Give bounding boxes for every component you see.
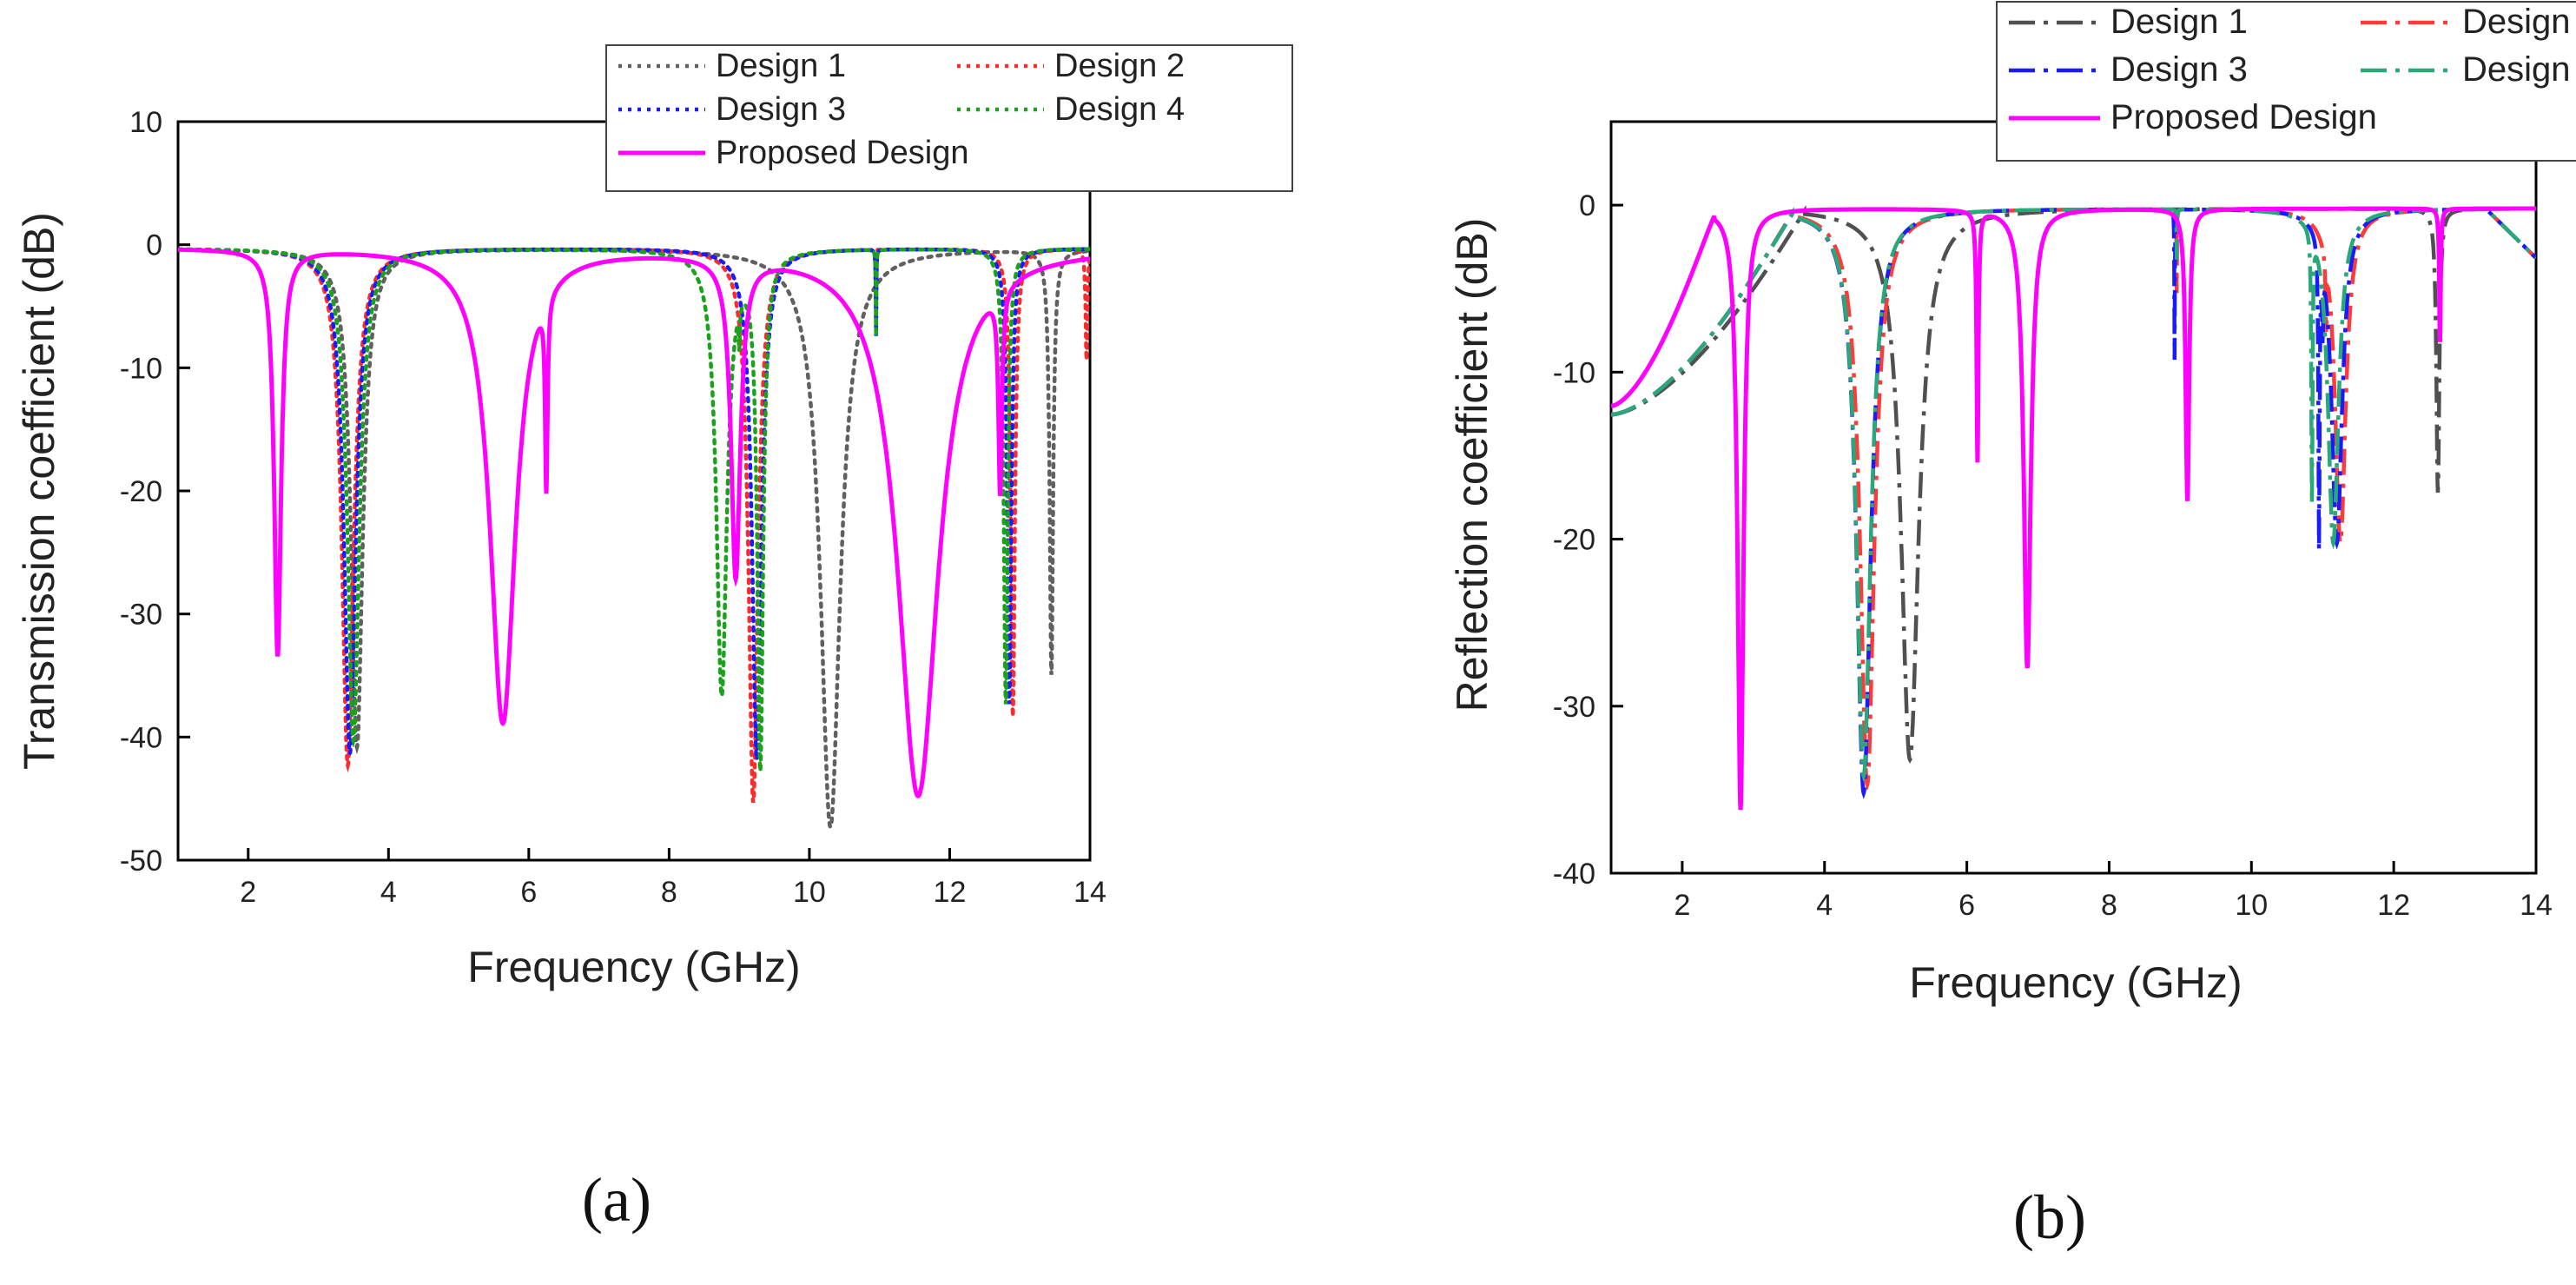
y-tick-label: -50: [120, 845, 162, 878]
panel-label-b: (b): [2013, 1182, 2086, 1252]
x-axis-label-a: Frequency (GHz): [467, 943, 800, 991]
x-tick-label: 2: [1674, 889, 1690, 922]
x-axis-label-b: Frequency (GHz): [1909, 958, 2242, 1007]
y-axis-label-a: Transmission coefficient (dB): [15, 212, 63, 770]
x-tick-label: 4: [1816, 889, 1833, 922]
y-axis-label-b: Reflection coefficient (dB): [1448, 218, 1496, 712]
y-tick-label: -20: [120, 475, 162, 508]
legend-b: Design 1 Design 2 Design 3 Design 4 Proposed…: [1996, 1, 2576, 162]
plot-area-b: [1609, 120, 2538, 875]
x-tick-label: 6: [520, 876, 537, 909]
series-line-design-4: [1611, 207, 2536, 783]
series-line-design-3: [178, 247, 1090, 761]
x-tick-label: 4: [380, 876, 397, 909]
legend-label: Design 3: [716, 91, 846, 128]
legend-frame: [605, 44, 1293, 192]
series-a: [178, 247, 1090, 831]
x-tick-label: 12: [2377, 889, 2410, 922]
x-tick-label: 8: [2101, 889, 2117, 922]
legend-label: Design 3: [2110, 50, 2248, 89]
y-tick-label: -10: [1553, 356, 1595, 389]
x-tick-label: 8: [661, 876, 677, 909]
y-tick-label: 10: [129, 106, 162, 139]
ticks-b: 2 4 6 8 10 12 14 -40 -30 -20 -10 0: [1553, 189, 2553, 922]
legend-frame: [1996, 1, 2576, 162]
series-line-design-4: [178, 247, 1090, 772]
x-tick-label: 10: [2235, 889, 2268, 922]
series-line-design-2: [178, 247, 1090, 803]
y-tick-label: -30: [120, 599, 162, 632]
x-tick-label: 12: [934, 876, 967, 909]
series-b: [1611, 205, 2536, 811]
y-tick-label: -10: [120, 352, 162, 385]
x-tick-label: 2: [240, 876, 256, 909]
legend-label: Design 2: [2462, 3, 2576, 41]
legend-label: Design 2: [1054, 48, 1185, 84]
panel-label-a: (a): [582, 1165, 651, 1235]
legend-label: Design 4: [1054, 91, 1185, 128]
x-tick-label: 10: [793, 876, 826, 909]
legend-label: Design 1: [716, 48, 846, 84]
y-tick-label: -30: [1553, 691, 1595, 724]
legend-label: Proposed Design: [716, 135, 969, 171]
legend-label: Design 1: [2110, 3, 2248, 41]
y-tick-label: -40: [1553, 858, 1595, 891]
x-tick-label: 14: [1073, 876, 1106, 909]
legend-label: Design 4: [2462, 50, 2576, 89]
legend-a: Design 1 Design 2 Design 3 Design 4 Proposed…: [605, 44, 1293, 192]
chart-b: 2 4 6 8 10 12 14-40-30-20-100 Frequency (GHz) …: [1448, 1, 2576, 1007]
series-line-proposed-design: [178, 247, 1090, 798]
ticks-a: 2 4 6 8 10 12 14 -50 -40 -30 -20 -10 0 10: [120, 106, 1106, 909]
x-tick-label: 6: [1958, 889, 1975, 922]
legend-label: Proposed Design: [2110, 98, 2377, 136]
series-line-proposed-design: [1611, 206, 2536, 811]
x-tick-label: 14: [2520, 889, 2553, 922]
series-line-design-1: [178, 247, 1090, 831]
chart-a: 2 4 6 8 10 12 14 -50 -40 -30 -20 -10 0 10 Frequency (…: [15, 44, 1293, 991]
plot-area-a: [176, 120, 1092, 862]
y-tick-label: -20: [1553, 524, 1595, 557]
y-tick-label: 0: [146, 229, 162, 262]
y-tick-label: -40: [120, 721, 162, 754]
y-tick-label: 0: [1579, 189, 1595, 222]
